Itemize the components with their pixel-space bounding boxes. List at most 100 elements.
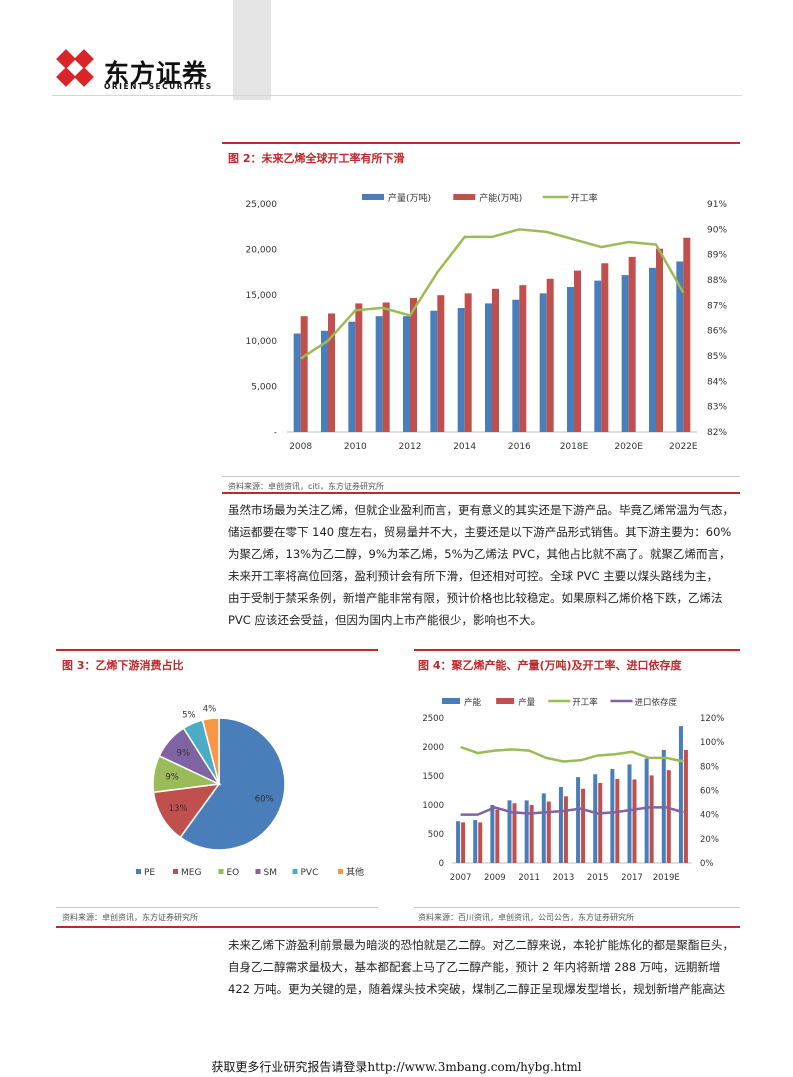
- y-tick-label: 500: [428, 830, 444, 840]
- y-tick-label: 0: [439, 859, 444, 869]
- x-tick-label: 2012: [399, 442, 422, 452]
- legend-label: 产能: [464, 697, 482, 708]
- y2-tick-label: 120%: [700, 714, 724, 724]
- bar-1-2011: [382, 302, 390, 432]
- logo-cn: 东方证券: [104, 59, 209, 88]
- x-tick-label: 2018E: [560, 442, 589, 452]
- bar-0-2014: [457, 307, 465, 432]
- y-tick-label: 25,000: [246, 200, 278, 210]
- legend-swatch: [292, 869, 298, 874]
- bar-1-2022E: [683, 237, 691, 432]
- legend-label: 开工率: [572, 697, 598, 708]
- bar-1-2020E: [683, 749, 688, 863]
- paragraph-1-line: 未来开工率将高位回落，盈利预计会有所下滑，但还相对可控。全球 PVC 主要以煤头…: [228, 569, 719, 583]
- bar-0-2020E: [621, 275, 629, 432]
- legend-label: 产量(万吨): [388, 192, 431, 204]
- pie-slice-label: 5%: [182, 710, 196, 720]
- pie-slice-label: 13%: [169, 804, 188, 814]
- fig2-bottom-rule: [222, 476, 740, 477]
- pie-slice-PE: [179, 717, 286, 851]
- bar-1-2019E: [601, 263, 609, 432]
- fig2-end-rule: [222, 492, 740, 494]
- fig2-chart: - 5,000 10,000 15,000 20,000 25,000 82% 83% 84% 8…: [246, 192, 728, 452]
- x-tick-label: 2022E: [669, 442, 698, 452]
- bar-1-2011: [529, 805, 534, 863]
- bar-1-2017: [546, 278, 554, 432]
- legend-swatch: [218, 869, 224, 874]
- bar-1-2018E: [574, 270, 581, 432]
- bar-0-2018: [644, 758, 649, 863]
- bar-1-2018: [649, 775, 654, 863]
- y2-tick-label: 86%: [707, 327, 727, 337]
- fig2-source: 资料来源：卓创资讯，citi，东方证券研究所: [228, 482, 384, 491]
- fig4-chart: 0 500 1000 1500 2000 2500 0% 20% 40% 60% 80% 100% 12…: [422, 697, 724, 883]
- fig3-title: 图 3：乙烯下游消费占比: [62, 659, 184, 672]
- y-tick-label: 5,000: [251, 382, 277, 392]
- bar-1-2017: [632, 779, 637, 863]
- bar-0-2011: [524, 800, 529, 863]
- pie-slice-label: 4%: [203, 705, 217, 715]
- bar-1-2015: [492, 288, 499, 432]
- y2-tick-label: 0%: [700, 859, 714, 869]
- fig4-top-rule: [414, 649, 740, 651]
- bar-0-2022E: [676, 261, 684, 432]
- bar-0-2017: [627, 764, 632, 863]
- bar-1-2016: [519, 285, 527, 432]
- bar-1-2008: [478, 822, 483, 863]
- y2-tick-label: 60%: [700, 787, 719, 797]
- pie-slice-label: 9%: [177, 749, 191, 759]
- bar-1-2009: [495, 809, 500, 863]
- x-tick-label: 2015: [587, 873, 609, 883]
- bar-0-2020E: [678, 726, 683, 863]
- bar-1-2013: [437, 295, 445, 432]
- bar-1-2008: [300, 316, 308, 432]
- footer-link[interactable]: 获取更多行业研究报告请登录http://www.3mbang.com/hybg.…: [211, 1060, 582, 1074]
- y-tick-label: 20,000: [246, 246, 278, 256]
- bar-1-2020E: [628, 256, 636, 432]
- y2-tick-label: 40%: [700, 811, 719, 821]
- bar-0-2013: [558, 787, 563, 863]
- legend-swatch: [136, 869, 141, 874]
- paragraph-2-line: 自身乙二醇需求量极大，基本都配套上马了乙二醇产能，预计 2 年内将新增 288 …: [228, 960, 721, 974]
- bar-0-2011: [375, 316, 383, 432]
- bar-1-2010: [512, 803, 517, 863]
- figures-end-rule: [56, 926, 740, 928]
- bar-0-2013: [430, 310, 438, 432]
- legend-label: PVC: [301, 868, 319, 878]
- fig3-source: 资料来源：卓创资讯，东方证券研究所: [62, 913, 198, 922]
- bar-0-2007: [456, 821, 461, 863]
- legend-label: PE: [144, 868, 155, 878]
- bar-1-2012: [410, 297, 417, 432]
- y2-tick-label: 91%: [707, 200, 727, 210]
- fig3-top-rule: [56, 649, 378, 651]
- bar-0-2012: [541, 793, 546, 863]
- paragraph-1-line: 由于受制于禁采条例，新增产能非常有限，预计价格也比较稳定。如果原料乙烯价格下跌，…: [228, 591, 723, 605]
- bar-0-2018E: [567, 286, 574, 432]
- bar-0-2012: [403, 316, 410, 432]
- y2-tick-label: 20%: [700, 835, 719, 845]
- x-tick-label: 2016: [508, 442, 531, 452]
- bar-0-2019E: [594, 280, 602, 432]
- bar-0-2016: [610, 769, 615, 863]
- bar-0-2010: [348, 321, 356, 432]
- fig4-source: 资料来源：百川资讯，卓创资讯，公司公告，东方证券研究所: [418, 913, 634, 922]
- y2-tick-label: 87%: [707, 301, 727, 311]
- y2-tick-label: 88%: [707, 276, 727, 286]
- header-band: [233, 0, 271, 100]
- x-tick-label: 2013: [553, 873, 575, 883]
- y2-tick-label: 80%: [700, 762, 719, 772]
- fig3-chart: 60% 13% 9% 9% 5% 4% PE MEG EO SM PVC 其他: [136, 705, 364, 878]
- y2-tick-label: 90%: [707, 225, 727, 235]
- legend-label: 产能(万吨): [479, 192, 522, 204]
- bar-0-2015: [593, 774, 598, 863]
- x-tick-label: 2007: [450, 873, 472, 883]
- x-tick-label: 2011: [518, 873, 540, 883]
- legend-swatch: [173, 869, 178, 874]
- y-tick-label: 10,000: [246, 337, 278, 347]
- bar-0-2010: [507, 800, 512, 863]
- fig3-bottom-rule: [56, 907, 378, 908]
- y-tick-label: 1500: [422, 772, 444, 782]
- x-tick-label: 2009: [484, 873, 506, 883]
- legend-label: 其他: [346, 866, 364, 878]
- y-tick-label: 2500: [422, 714, 444, 724]
